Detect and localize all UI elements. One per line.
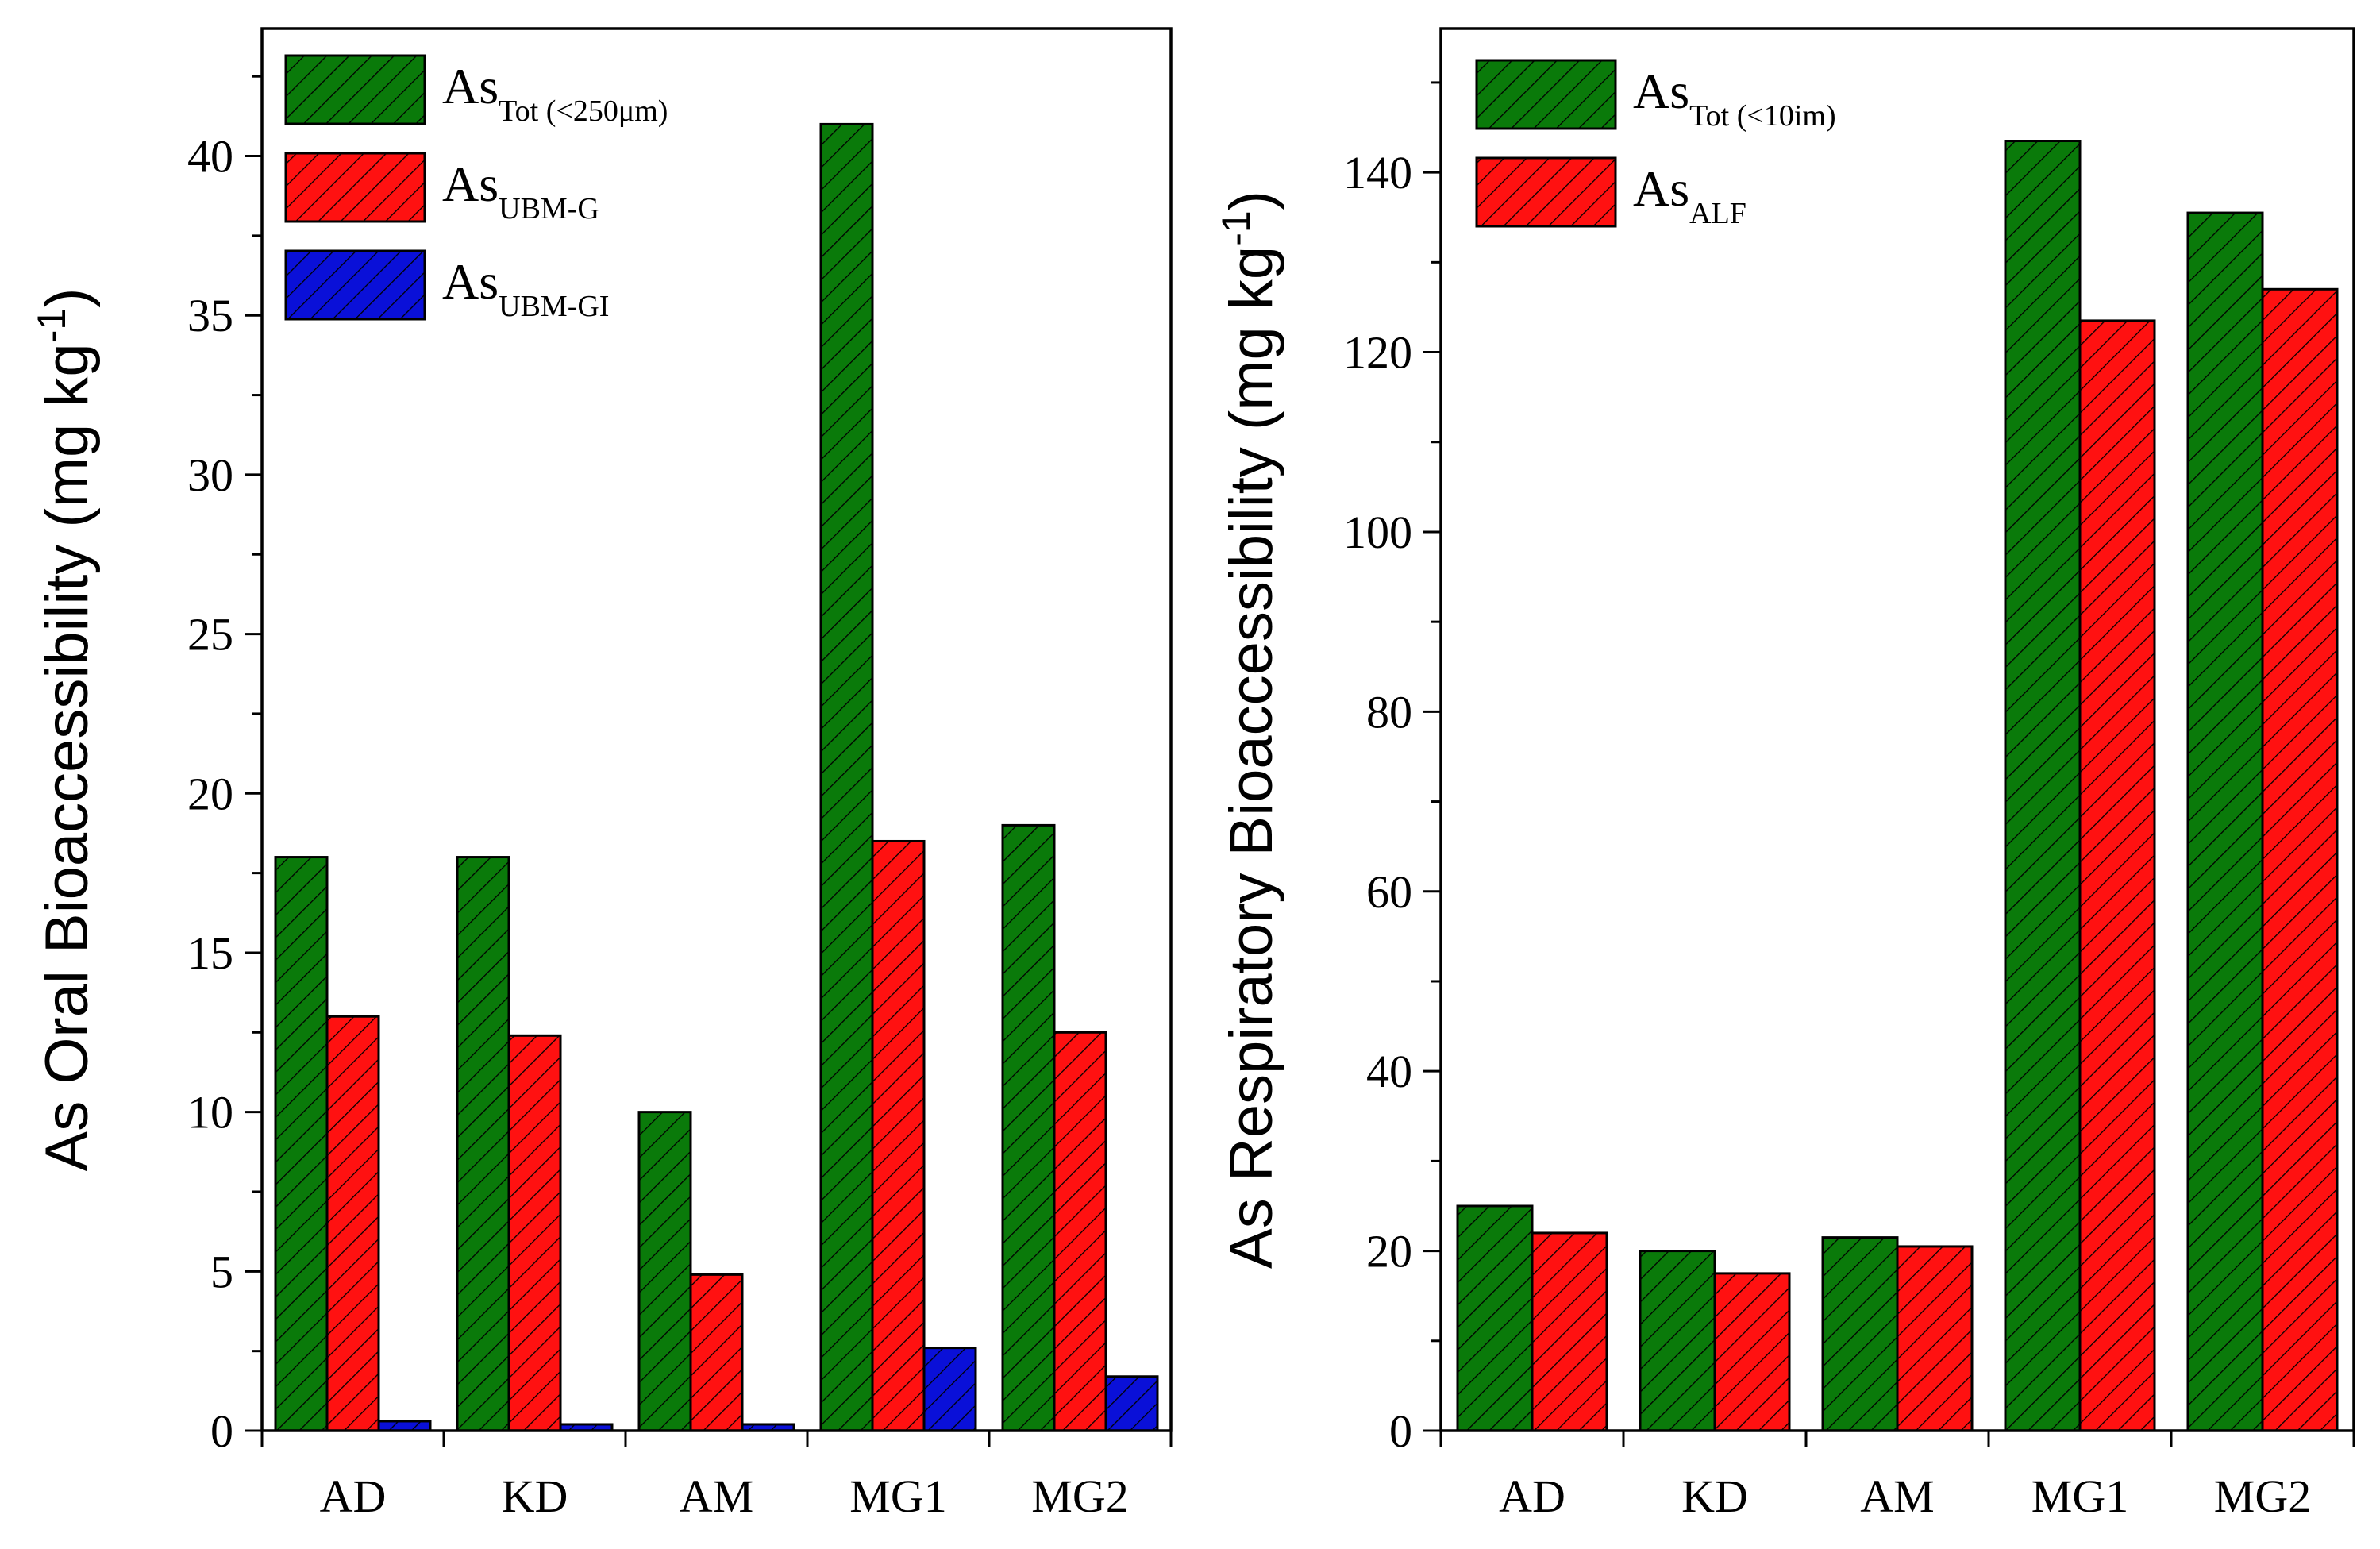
oral-bar-am-s1 — [689, 1273, 744, 1432]
resp-y-tick-label: 100 — [1343, 507, 1412, 558]
oral-legend-label: AsUBM-G — [442, 156, 599, 225]
oral-legend-swatch — [284, 249, 426, 321]
oral-y-tick-label: 30 — [187, 449, 233, 501]
resp-legend-swatch — [1475, 59, 1617, 130]
resp-bar-am-s1 — [1896, 1245, 1974, 1432]
oral-bar-am-s0 — [637, 1111, 692, 1432]
oral-bar-kd-s0 — [456, 856, 510, 1432]
oral-bar-ad-s2 — [377, 1420, 432, 1432]
oral-x-category-label: KD — [502, 1470, 568, 1522]
resp-bar-mg1-s1 — [2078, 319, 2156, 1432]
oral-y-tick-label: 40 — [187, 131, 233, 183]
resp-legend-label: AsTot (<10im) — [1633, 63, 1836, 133]
oral-y-tick-label: 15 — [187, 927, 233, 979]
resp-y-tick-label: 80 — [1366, 686, 1412, 738]
oral-x-category-label: AD — [320, 1470, 387, 1522]
resp-bar-kd-s0 — [1639, 1250, 1716, 1432]
oral-y-tick-label: 5 — [210, 1246, 233, 1297]
oral-legend-label: AsTot (<250μm) — [442, 58, 668, 128]
resp-x-category-label: MG1 — [2031, 1470, 2128, 1522]
resp-x-category-label: MG2 — [2214, 1470, 2311, 1522]
oral-bar-mg1-s1 — [871, 839, 926, 1432]
resp-x-category-label: AM — [1860, 1470, 1934, 1522]
oral-y-tick-label: 25 — [187, 609, 233, 661]
respiratory-bioaccessibility-chart: 0 20 40 60 80 100 120 140 AD KD AM MG1 MG2 As Respira… — [1214, 27, 2355, 1522]
oral-bar-ad-s1 — [325, 1015, 380, 1432]
resp-plot-frame — [1439, 27, 2355, 1432]
resp-bar-kd-s1 — [1713, 1272, 1791, 1432]
oral-y-axis-title: As Oral Bioaccessibility (mg kg-1) — [29, 288, 101, 1172]
oral-plot-frame — [260, 27, 1173, 1432]
oral-legend-swatch — [284, 152, 426, 223]
resp-bar-mg1-s0 — [2004, 140, 2082, 1432]
resp-y-tick-label: 60 — [1366, 866, 1412, 918]
oral-legend-label: AsUBM-GI — [442, 253, 609, 323]
oral-legend: AsTot (<250μm) AsUBM-G AsUBM-GI — [284, 54, 668, 323]
resp-y-tick-label: 0 — [1389, 1405, 1412, 1457]
oral-x-category-label: MG2 — [1031, 1470, 1128, 1522]
oral-bar-mg2-s2 — [1104, 1375, 1159, 1432]
resp-legend-swatch — [1475, 156, 1617, 228]
oral-bioaccessibility-chart: 0 5 10 15 20 25 30 35 40 AD KD AM MG1 MG2 As Oral Bioa… — [29, 27, 1173, 1522]
resp-legend: AsTot (<10im) AsALF — [1475, 59, 1836, 230]
oral-bar-ad-s0 — [274, 856, 329, 1432]
resp-y-tick-label: 40 — [1366, 1046, 1412, 1097]
oral-y-tick-label: 0 — [210, 1405, 233, 1457]
oral-bar-mg2-s0 — [1001, 823, 1056, 1432]
oral-bar-mg2-s1 — [1053, 1031, 1107, 1432]
oral-bar-mg1-s0 — [819, 122, 874, 1432]
resp-bar-am-s0 — [1821, 1236, 1899, 1432]
oral-bar-mg1-s2 — [922, 1347, 977, 1432]
oral-x-category-label: MG1 — [849, 1470, 946, 1522]
oral-y-tick-label: 10 — [187, 1087, 233, 1139]
oral-x-category-label: AM — [680, 1470, 753, 1522]
oral-bar-kd-s1 — [507, 1034, 562, 1432]
resp-bar-ad-s0 — [1456, 1204, 1534, 1432]
resp-y-tick-label: 140 — [1343, 147, 1412, 198]
resp-y-axis-title: As Respiratory Bioaccessibility (mg kg-1… — [1214, 191, 1285, 1269]
resp-y-tick-label: 20 — [1366, 1226, 1412, 1277]
oral-y-tick-label: 20 — [187, 768, 233, 819]
resp-y-tick-label: 120 — [1343, 327, 1412, 379]
resp-x-category-label: AD — [1499, 1470, 1565, 1522]
resp-x-category-label: KD — [1681, 1470, 1748, 1522]
resp-bar-mg2-s0 — [2186, 211, 2264, 1432]
resp-legend-label: AsALF — [1633, 160, 1746, 230]
resp-bar-mg2-s1 — [2261, 287, 2339, 1432]
oral-legend-swatch — [284, 54, 426, 125]
resp-bar-ad-s1 — [1531, 1231, 1608, 1432]
oral-y-tick-label: 35 — [187, 290, 233, 341]
